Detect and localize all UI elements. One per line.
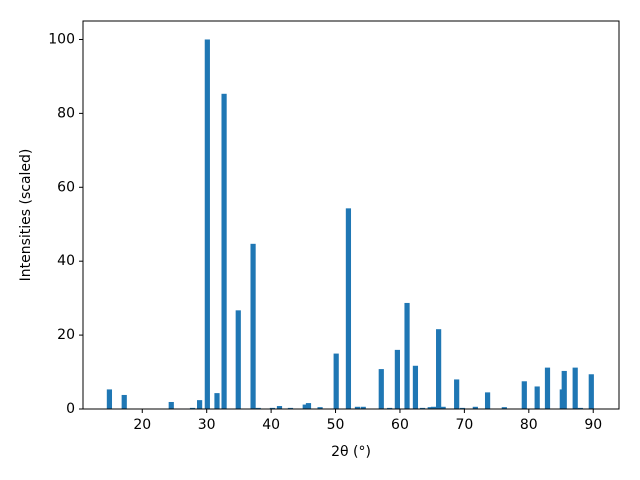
x-axis-label: 2θ (°) (331, 444, 371, 460)
bar (378, 369, 384, 409)
bar (404, 302, 410, 409)
x-tick-label: 20 (133, 417, 151, 433)
bar (269, 407, 276, 409)
bar (317, 407, 323, 409)
bar (214, 393, 220, 409)
bar (250, 243, 256, 409)
bar (333, 353, 339, 409)
bar (454, 379, 460, 409)
bar (168, 401, 174, 409)
bar (561, 370, 567, 409)
x-tick-label: 40 (262, 417, 280, 433)
bar (302, 404, 308, 409)
bar (412, 365, 419, 409)
bar (440, 406, 446, 409)
bar (521, 381, 527, 409)
bar (572, 367, 578, 409)
bar (287, 407, 294, 409)
y-tick-label: 100 (48, 31, 75, 47)
bar (436, 329, 442, 409)
bar (501, 407, 507, 409)
bar (427, 407, 433, 409)
bar (305, 403, 312, 409)
bar (430, 406, 437, 409)
y-axis-label: Intensities (scaled) (18, 149, 34, 282)
x-tick-label: 90 (584, 417, 602, 433)
x-tick-label: 30 (198, 417, 216, 433)
bar (276, 406, 283, 409)
bar (577, 407, 583, 409)
bar (387, 407, 393, 409)
bar (394, 349, 400, 409)
y-tick-label: 40 (57, 253, 75, 269)
x-tick-label: 60 (391, 417, 409, 433)
bar (484, 392, 491, 409)
bar (472, 406, 478, 409)
bar (121, 394, 127, 409)
bar (544, 367, 551, 409)
bar (197, 400, 203, 409)
bar (189, 407, 196, 409)
bar (221, 93, 227, 409)
plot-frame (82, 20, 620, 410)
x-tick-label: 70 (455, 417, 473, 433)
bar (354, 406, 361, 409)
bar (534, 386, 540, 409)
bar (360, 406, 366, 409)
y-tick-label: 60 (57, 179, 75, 195)
y-tick-label: 0 (66, 401, 75, 417)
x-tick-label: 80 (520, 417, 538, 433)
bar (588, 374, 594, 409)
y-tick-label: 20 (57, 327, 75, 343)
bar (106, 389, 113, 409)
bar (255, 407, 261, 409)
x-tick-label: 50 (327, 417, 345, 433)
y-tick-label: 80 (57, 105, 75, 121)
bar (459, 407, 466, 409)
bar (235, 310, 241, 409)
bar (345, 208, 352, 409)
bar (419, 407, 426, 409)
bar (204, 39, 210, 409)
